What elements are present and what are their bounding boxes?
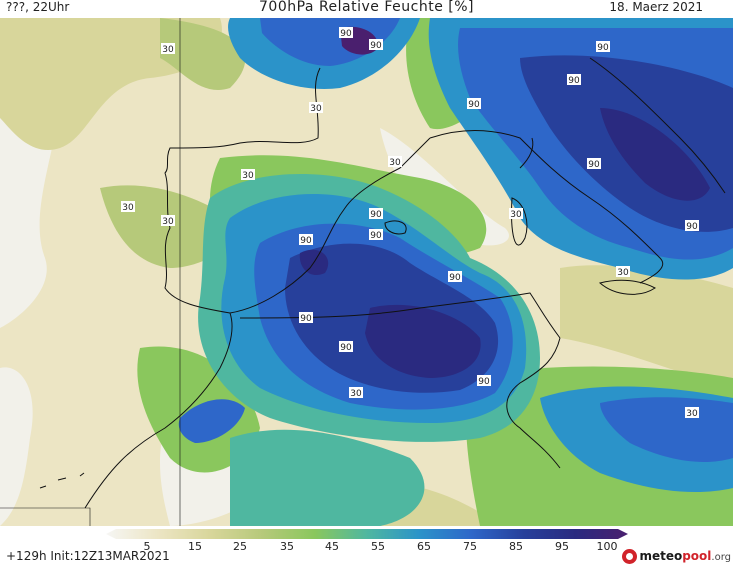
isoline-label-bg xyxy=(616,266,630,277)
meteopool-icon xyxy=(622,548,638,564)
coast-canaries xyxy=(39,472,85,489)
brand-suffix: .org xyxy=(711,552,731,563)
colorbar-ticks: 5 15 25 35 45 55 65 75 85 95 100 xyxy=(0,540,733,554)
forecast-time: ???, 22Uhr xyxy=(6,0,70,14)
meteopool-logo[interactable]: meteopool.org xyxy=(622,546,731,566)
isoline-label: 30 xyxy=(686,409,698,419)
colorbar-tick: 100 xyxy=(596,540,618,553)
colorbar-tick: 95 xyxy=(555,540,569,553)
isoline-labels: 90 90 90 90 90 90 90 90 90 90 90 90 90 90 30 30 30 30 30 30… xyxy=(121,27,699,419)
colorbar-tick: 35 xyxy=(280,540,294,553)
isoline-label-bg xyxy=(685,220,699,231)
isoline-label: 30 xyxy=(242,171,254,181)
isoline-label-bg xyxy=(369,208,383,219)
band-dark-adriatic xyxy=(600,108,710,201)
isoline-label-bg xyxy=(388,156,402,167)
isoline-label: 90 xyxy=(588,160,600,170)
coast-mallorca xyxy=(384,220,407,235)
band-blue-morocco xyxy=(178,399,245,443)
header: ???, 22Uhr 700hPa Relative Feuchte [%] 1… xyxy=(0,0,733,18)
coast-sicily xyxy=(598,279,656,295)
coast-sardinia xyxy=(511,197,528,246)
isoline-label: 30 xyxy=(122,203,134,213)
coast-italy xyxy=(429,130,663,284)
isoline-label: 30 xyxy=(617,268,629,278)
isoline-label-bg xyxy=(309,102,323,113)
colorbar-tick: 5 xyxy=(143,540,151,553)
colorbar-tick: 15 xyxy=(188,540,202,553)
isoline-label: 30 xyxy=(350,389,362,399)
isoline-label-bg xyxy=(567,74,581,85)
forecast-date: 18. Maerz 2021 xyxy=(609,0,703,14)
colorbar-tick: 85 xyxy=(509,540,523,553)
isoline-label-bg xyxy=(349,387,363,398)
coast-tunisia xyxy=(506,337,561,469)
isoline-label: 30 xyxy=(310,104,322,114)
isoline-label: 30 xyxy=(162,217,174,227)
colorbar xyxy=(106,529,628,539)
isoline-label: 30 xyxy=(162,45,174,55)
colorbar-tick: 25 xyxy=(233,540,247,553)
isoline-label: 90 xyxy=(370,231,382,241)
band-tan-east xyxy=(560,265,733,388)
isoline-label-bg xyxy=(448,271,462,282)
isoline-label-bg xyxy=(685,407,699,418)
coast-adriatic xyxy=(589,57,726,194)
isoline-label-bg xyxy=(161,215,175,226)
isoline-label: 90 xyxy=(370,210,382,220)
humidity-map: 90 90 90 90 90 90 90 90 90 90 90 90 90 90 30 30 30 30 30 30… xyxy=(0,18,733,526)
legend: 5 15 25 35 45 55 65 75 85 95 100 +129h Init:12Z13M… xyxy=(0,526,733,566)
colorbar-tick: 55 xyxy=(371,540,385,553)
isoline-label-bg xyxy=(339,27,353,38)
isoline-label: 90 xyxy=(340,29,352,39)
borders xyxy=(0,18,181,526)
isoline-label: 90 xyxy=(300,236,312,246)
isoline-label-bg xyxy=(339,341,353,352)
isoline-label-bg xyxy=(587,158,601,169)
isoline-label-bg xyxy=(596,41,610,52)
isoline-label-bg xyxy=(467,98,481,109)
isoline-label: 90 xyxy=(478,377,490,387)
humidity-map-svg: 90 90 90 90 90 90 90 90 90 90 90 90 90 90 30 30 30 30 30 30… xyxy=(0,18,733,526)
isoline-label-bg xyxy=(369,229,383,240)
map-title: 700hPa Relative Feuchte [%] xyxy=(259,0,474,15)
isoline-label-bg xyxy=(241,169,255,180)
isoline-label: 30 xyxy=(510,210,522,220)
run-info: +129h Init:12Z13MAR2021 xyxy=(6,549,170,563)
brand-accent: pool xyxy=(682,549,712,563)
brand-main: meteo xyxy=(639,549,683,563)
isoline-label: 30 xyxy=(389,158,401,168)
colorbar-tick: 65 xyxy=(417,540,431,553)
isoline-label: 90 xyxy=(568,76,580,86)
colorbar-tick: 45 xyxy=(325,540,339,553)
dry-zone-sw xyxy=(0,367,33,526)
band-teal-s xyxy=(230,429,425,526)
band-olive-n xyxy=(160,18,246,91)
isoline-label-bg xyxy=(509,208,523,219)
isoline-label: 90 xyxy=(686,222,698,232)
isoline-label: 90 xyxy=(449,273,461,283)
colorbar-ramp xyxy=(106,529,628,539)
isoline-label-bg xyxy=(299,312,313,323)
isoline-label: 90 xyxy=(340,343,352,353)
coast-morocco xyxy=(84,312,233,509)
band-blue-libya xyxy=(600,397,733,463)
band-dark-core xyxy=(365,304,481,378)
isoline-label: 90 xyxy=(300,314,312,324)
brand-text: meteopool.org xyxy=(639,549,731,563)
isoline-label: 90 xyxy=(468,100,480,110)
isoline-label-bg xyxy=(369,39,383,50)
isoline-label-bg xyxy=(121,201,135,212)
isoline-label-bg xyxy=(299,234,313,245)
isoline-label: 90 xyxy=(370,41,382,51)
coastlines xyxy=(0,18,726,526)
coast-iberia-france xyxy=(164,67,431,314)
isoline-label-bg xyxy=(161,43,175,54)
isoline-label-bg xyxy=(477,375,491,386)
coast-corsica xyxy=(519,137,534,169)
isoline-label: 90 xyxy=(597,43,609,53)
colorbar-tick: 75 xyxy=(463,540,477,553)
